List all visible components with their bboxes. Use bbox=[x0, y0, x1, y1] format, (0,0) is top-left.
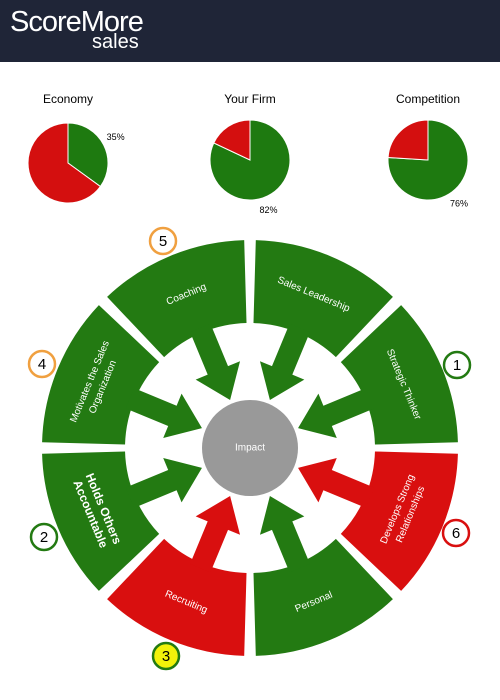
arrow bbox=[190, 496, 241, 573]
arrow bbox=[298, 457, 375, 508]
badge-label: 6 bbox=[452, 525, 460, 542]
badge-label: 2 bbox=[40, 529, 48, 546]
arrow bbox=[259, 496, 310, 573]
badge-label: 3 bbox=[162, 648, 170, 665]
pie-label: 35% bbox=[107, 132, 125, 142]
arrow bbox=[125, 457, 202, 508]
badge-label: 1 bbox=[453, 357, 461, 374]
pie-slice bbox=[27, 122, 102, 204]
pie-title: Your Firm bbox=[224, 92, 276, 106]
arrow bbox=[298, 388, 375, 439]
pie-label: 76% bbox=[450, 199, 468, 209]
pie-slice bbox=[213, 119, 251, 161]
header: ScoreMore sales bbox=[0, 0, 500, 62]
arrow bbox=[259, 323, 310, 400]
center-label: Impact bbox=[235, 443, 265, 454]
badge bbox=[441, 518, 471, 548]
pie-label: 82% bbox=[259, 205, 277, 215]
arrow bbox=[125, 388, 202, 439]
center-circle bbox=[202, 400, 298, 496]
badge-label: 4 bbox=[38, 356, 46, 373]
brand: ScoreMore bbox=[10, 6, 144, 38]
arrow bbox=[190, 323, 241, 400]
badge bbox=[151, 641, 181, 671]
badge bbox=[29, 522, 59, 552]
badge bbox=[148, 226, 178, 256]
pie-title: Economy bbox=[43, 92, 93, 106]
badge bbox=[27, 349, 57, 379]
brand-sub: sales bbox=[92, 31, 139, 53]
pie-slice bbox=[67, 122, 109, 188]
pie-title: Competition bbox=[396, 92, 460, 106]
pie-slice bbox=[387, 119, 429, 161]
badge-label: 5 bbox=[159, 233, 167, 250]
badge bbox=[442, 350, 472, 380]
